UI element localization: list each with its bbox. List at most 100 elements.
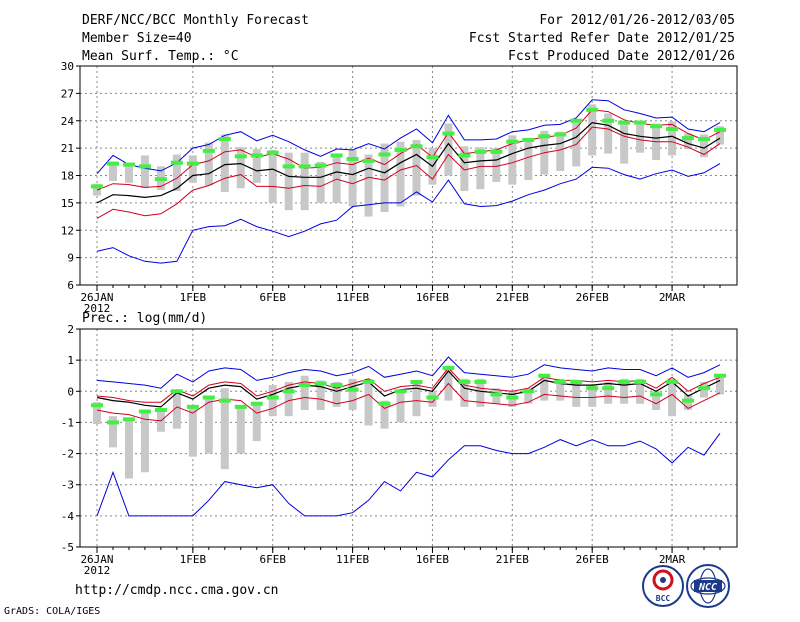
median-mark <box>394 147 407 152</box>
median-mark <box>714 127 726 132</box>
median-mark <box>346 157 359 162</box>
median-mark <box>570 379 583 384</box>
median-mark <box>218 137 231 141</box>
y-tick-label: 18 <box>61 170 74 183</box>
x-tick-label: 26FEB <box>576 553 609 566</box>
spread-box <box>668 121 677 156</box>
y-tick-label: 24 <box>61 115 75 128</box>
spread-box <box>348 378 357 410</box>
median-mark <box>122 162 135 167</box>
median-mark <box>554 379 567 384</box>
y-tick-label: 12 <box>61 224 74 237</box>
median-mark <box>426 155 439 160</box>
median-mark <box>91 403 103 408</box>
median-mark <box>474 149 487 154</box>
y-tick-label: 9 <box>67 252 74 265</box>
median-mark <box>634 120 647 125</box>
spread-box <box>93 402 101 424</box>
spread-box <box>412 381 421 417</box>
median-mark <box>250 401 263 406</box>
series-min-line <box>96 433 721 517</box>
spread-box <box>716 375 724 395</box>
y-tick-label: 2 <box>67 323 74 336</box>
spread-box <box>300 375 309 410</box>
spread-box <box>236 406 245 454</box>
spread-box <box>204 395 213 454</box>
plot-frame <box>79 328 738 548</box>
median-mark <box>170 160 183 165</box>
median-mark <box>506 139 519 144</box>
spread-box <box>284 152 293 211</box>
median-mark <box>458 379 471 384</box>
spread-box <box>188 155 197 183</box>
median-mark <box>426 395 439 400</box>
header-variable: Mean Surf. Temp.: °C <box>82 49 239 64</box>
y-tick-label: -5 <box>61 541 74 554</box>
spread-box <box>476 147 485 190</box>
median-mark <box>266 395 279 400</box>
median-mark <box>234 404 247 409</box>
median-mark <box>282 164 295 169</box>
median-mark <box>218 398 231 403</box>
spread-box <box>604 381 613 404</box>
spread-box <box>524 139 533 181</box>
median-mark <box>346 387 359 392</box>
median-mark <box>458 153 471 158</box>
median-mark <box>154 177 167 182</box>
spread-box <box>700 134 709 158</box>
median-mark <box>682 398 695 403</box>
x-tick-label: 21FEB <box>496 291 529 304</box>
spread-box <box>284 381 293 417</box>
median-mark <box>474 379 487 384</box>
spread-box <box>508 135 517 185</box>
median-mark <box>442 131 455 136</box>
median-mark <box>378 152 391 157</box>
spread-box <box>268 149 277 203</box>
spread-box <box>588 104 597 156</box>
spread-box <box>620 378 629 404</box>
source-url[interactable]: http://cmdp.ncc.cma.gov.cn <box>75 583 279 598</box>
x-tick-year-label: 2012 <box>84 564 111 577</box>
spread-box <box>220 134 229 192</box>
bcc-logo-swirl <box>652 569 674 591</box>
median-mark <box>538 373 551 378</box>
median-mark <box>666 126 679 131</box>
median-mark <box>698 386 711 391</box>
median-mark <box>186 404 199 409</box>
ncc-logo-globe-lat <box>690 577 726 595</box>
spread-box <box>556 131 565 171</box>
median-mark <box>410 379 423 384</box>
median-mark <box>330 153 343 158</box>
spread-box <box>332 381 341 407</box>
spread-box <box>716 126 724 145</box>
median-mark <box>650 124 663 129</box>
median-mark <box>538 134 551 139</box>
spread-box <box>380 400 389 429</box>
spread-box <box>652 391 661 410</box>
spread-box <box>364 154 373 217</box>
spread-box <box>316 161 325 203</box>
spread-box <box>268 385 277 417</box>
median-mark <box>298 383 311 388</box>
x-tick-label: 26JAN <box>80 291 113 304</box>
median-mark <box>618 379 631 384</box>
median-mark <box>714 373 726 378</box>
median-mark <box>650 392 663 397</box>
grads-credit: GrADS: COLA/IGES <box>4 606 100 617</box>
ncc-logo-text: NCC <box>698 582 717 593</box>
y-tick-label: 0 <box>67 385 74 398</box>
spread-box <box>124 419 133 479</box>
header-title: DERF/NCC/BCC Monthly Forecast <box>82 13 309 28</box>
x-tick-label: 21FEB <box>496 553 529 566</box>
spread-box <box>460 378 469 407</box>
x-tick-label: 2MAR <box>659 291 686 304</box>
spread-box <box>236 147 245 189</box>
median-mark <box>314 381 327 386</box>
header-period: For 2012/01/26-2012/03/05 <box>539 13 735 28</box>
x-tick-year-label: 2012 <box>84 302 111 315</box>
spread-box <box>172 391 181 429</box>
y-tick-label: 30 <box>61 60 74 73</box>
spread-box <box>396 141 405 207</box>
